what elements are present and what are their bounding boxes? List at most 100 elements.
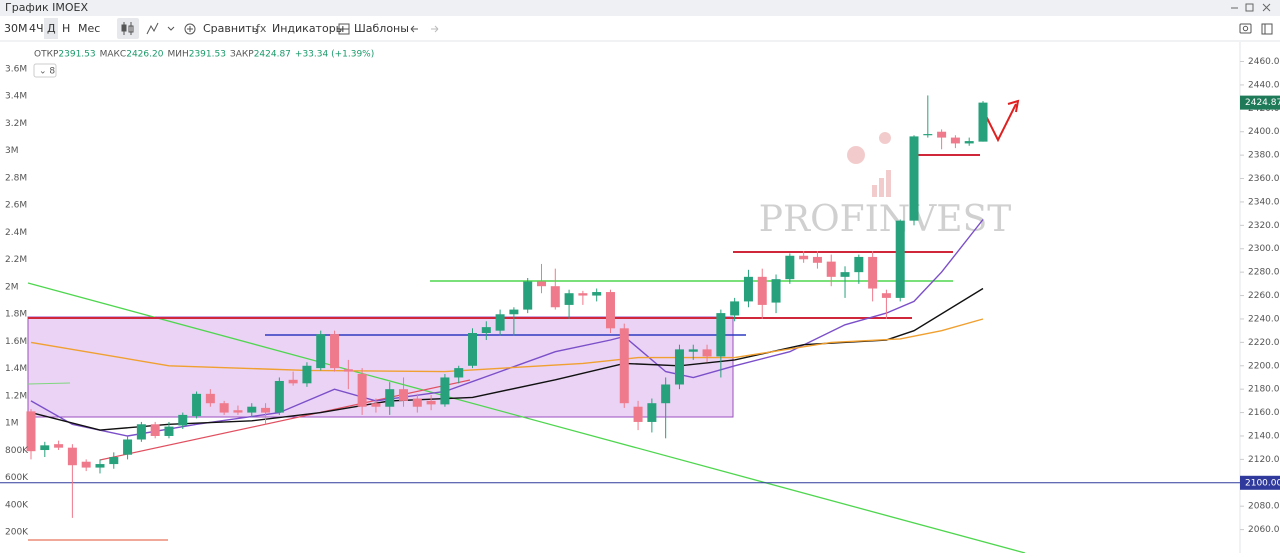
price-label-box [1240,475,1280,490]
ohlc-value: 2391.53 [189,50,226,60]
candle-body [785,255,795,280]
candle-body [454,368,464,378]
candle-body [592,292,602,296]
drawings [27,99,1026,553]
candle-body [274,380,284,413]
candle-body [881,293,891,298]
candle-body [150,424,160,436]
candle-body [54,444,64,448]
toolbar-icons: ƒx [121,22,1273,35]
window-title: График IMOEX [5,1,88,14]
y2-tick-label: 800K [5,446,29,456]
candle-body [192,393,202,417]
candle-body [909,136,919,221]
y-tick-label: 2220.00 [1248,338,1280,348]
y-tick-label: 2300.00 [1248,244,1280,254]
candle-body [81,461,91,468]
y2-tick-label: 1.4M [5,364,27,374]
candle-body [978,102,988,142]
window-controls[interactable] [1231,3,1271,12]
watermark: PROFINVEST [759,199,1012,240]
y2-tick-label: 200K [5,528,29,538]
last-price-label: 2424.87 [1245,98,1280,108]
price-label: 2100.00 [1245,478,1280,488]
candle-body [799,255,809,260]
interval-button[interactable]: Н [62,22,70,35]
candle-body [468,333,478,366]
chart-type-button[interactable] [117,18,139,39]
ohlc-label: ОТКР [34,50,59,60]
candle-body [302,365,312,384]
candle-body [964,141,974,144]
y2-tick-label: 2.4M [5,228,27,238]
y-tick-label: 2060.00 [1248,525,1280,535]
candle-body [937,131,947,138]
last-price-box [1240,95,1280,110]
y-tick-label: 2240.00 [1248,314,1280,324]
compare-button[interactable]: Сравнить [203,22,258,35]
y-tick-label: 2120.00 [1248,455,1280,465]
candle-body [123,439,133,455]
candle-body [233,410,243,413]
y2-tick-label: 600K [5,473,29,483]
candle-body [399,389,409,401]
candle-body [67,447,77,466]
y2-tick-label: 1.8M [5,310,27,320]
templates-button[interactable]: Шаблоны [354,22,409,35]
candle-body [923,134,933,136]
y-tick-label: 2440.00 [1248,80,1280,90]
candle-body [205,393,215,404]
y2-tick-label: 400K [5,500,29,510]
candle-body [647,403,657,422]
y2-tick-label: 1.2M [5,391,27,401]
candle-body [757,276,767,305]
ohlc-value: 2424.87 [254,50,291,60]
y2-tick-label: 1.6M [5,337,27,347]
candle-body [95,464,105,468]
candle-body [412,398,422,407]
y-tick-label: 2200.00 [1248,361,1280,371]
candle-body [854,256,864,273]
indicators-button[interactable]: Индикаторы [272,22,344,35]
y-tick-label: 2280.00 [1248,268,1280,278]
candle-body [633,406,643,422]
ohlc-label: МИН [167,50,188,60]
y2-tick-label: 3.6M [5,64,27,74]
candle-body [812,256,822,263]
legend-badge: ⌄ 8 [39,67,55,77]
ohlc-value: 2426.20 [126,50,163,60]
candle-body [743,276,753,302]
interval-button[interactable]: Д [47,22,56,35]
y-tick-label: 2460.00 [1248,57,1280,67]
y-tick-label: 2380.00 [1248,151,1280,161]
candle-body [688,349,698,352]
y2-tick-label: 2.6M [5,201,27,211]
candle-body [840,272,850,277]
candle-body [605,292,615,329]
title-bar [0,0,1280,16]
y2-tick-label: 3M [5,146,19,156]
candle-body [550,286,560,308]
y-tick-label: 2320.00 [1248,221,1280,231]
ohlc-value: +33.34 (+1.39%) [295,50,374,60]
candle-body [40,445,50,451]
y2-tick-label: 3.2M [5,119,27,129]
candle-body [730,301,740,316]
interval-button[interactable]: 4Ч [29,22,44,35]
candle-body [495,314,505,331]
ohlc-label: ЗАКР [230,50,254,60]
candle-body [716,313,726,357]
candle-body [426,400,436,405]
candle-body [343,369,353,372]
y-tick-label: 2160.00 [1248,408,1280,418]
interval-button[interactable]: 30М [4,22,28,35]
candle-body [316,334,326,369]
y2-tick-label: 2M [5,282,19,292]
candle-body [868,256,878,289]
legend-badge-box[interactable] [33,63,57,78]
ohlc-info: ОТКР 2391.53 МАКС 2426.20 МИН 2391.53 ЗАКР 2424… [34,50,374,60]
candle-body [357,373,367,407]
interval-button[interactable]: Мес [78,22,100,35]
candle-body [702,349,712,357]
candle-body [440,377,450,405]
